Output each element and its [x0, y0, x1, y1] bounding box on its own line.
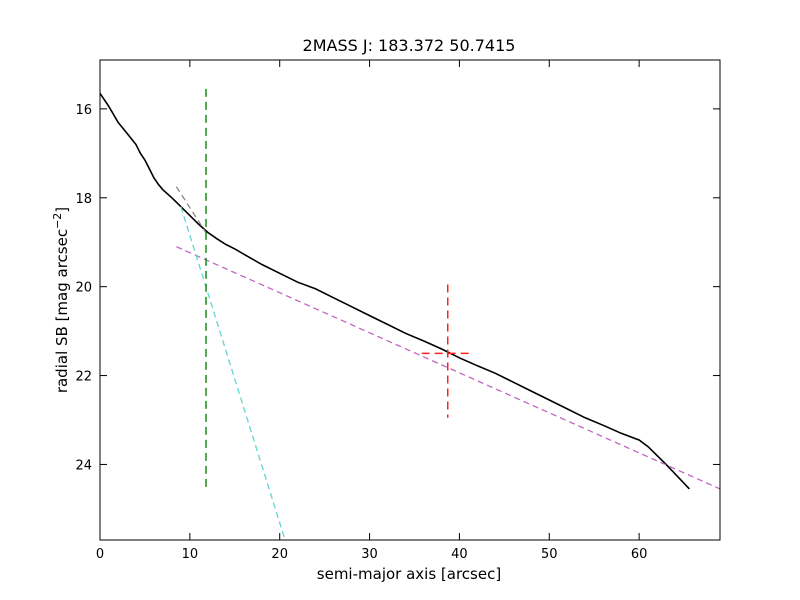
series-line-2 [180, 206, 286, 540]
x-tick-label: 20 [271, 547, 288, 562]
series-line-1 [176, 246, 720, 490]
y-axis-label-main: radial SB [mag arcsec [53, 229, 71, 393]
y-tick-label: 18 [75, 192, 92, 207]
x-tick-label: 30 [361, 547, 378, 562]
y-tick-label: 20 [75, 281, 92, 296]
x-tick-label: 40 [451, 547, 468, 562]
plot-area [100, 88, 720, 540]
x-tick-label: 60 [631, 547, 648, 562]
series-line-0 [100, 92, 690, 490]
axis-ticks: 0 10 20 30 40 50 60 16 18 20 22 24 [75, 60, 720, 562]
y-axis-label: radial SB [mag arcsec−2] [51, 207, 71, 393]
y-tick-label: 24 [75, 458, 92, 473]
y-tick-label: 16 [75, 103, 92, 118]
x-tick-label: 50 [541, 547, 558, 562]
y-axis-label-sup: −2 [51, 213, 64, 229]
x-axis-label: semi-major axis [arcsec] [317, 565, 501, 583]
x-tick-label: 0 [96, 547, 104, 562]
plot-frame [99, 59, 721, 541]
x-tick-label: 10 [182, 547, 199, 562]
y-axis-label-close: ] [53, 207, 71, 213]
y-tick-label: 22 [75, 370, 92, 385]
chart-title: 2MASS J: 183.372 50.7415 [303, 36, 516, 55]
